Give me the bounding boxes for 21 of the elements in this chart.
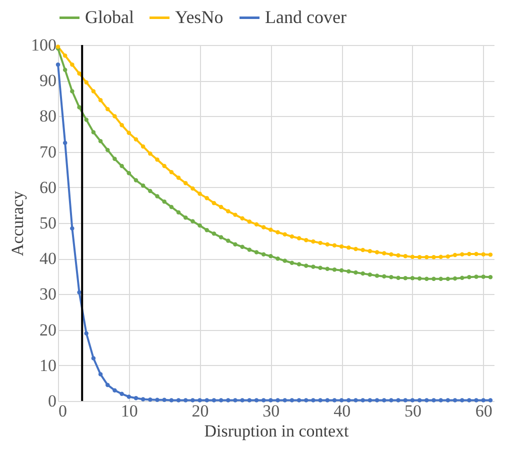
y-axis-title: Accuracy	[8, 190, 27, 256]
y-tick-label: 80	[40, 106, 56, 126]
legend-label: YesNo	[175, 6, 224, 27]
x-tick-label: 30	[262, 402, 280, 420]
y-tick-label: 90	[40, 71, 56, 90]
legend-label: Land cover	[265, 6, 346, 27]
x-axis-title: Disruption in context	[204, 422, 350, 440]
y-tick-label: 30	[40, 284, 56, 304]
y-tick-label: 70	[40, 142, 56, 162]
y-tick-label: 100	[31, 36, 56, 54]
legend-label: Global	[85, 6, 134, 27]
y-tick-label: 10	[40, 356, 56, 375]
y-tick-label: 60	[40, 178, 56, 197]
x-tick-label: 10	[120, 402, 138, 420]
x-tick-label: 50	[404, 402, 422, 420]
y-tick-label: 40	[40, 249, 56, 268]
x-tick-label: 40	[334, 402, 351, 420]
y-tick-label: 20	[40, 320, 56, 340]
y-tick-label: 50	[40, 214, 56, 232]
x-tick-label: 60	[475, 402, 492, 420]
x-tick-label: 20	[192, 402, 209, 420]
